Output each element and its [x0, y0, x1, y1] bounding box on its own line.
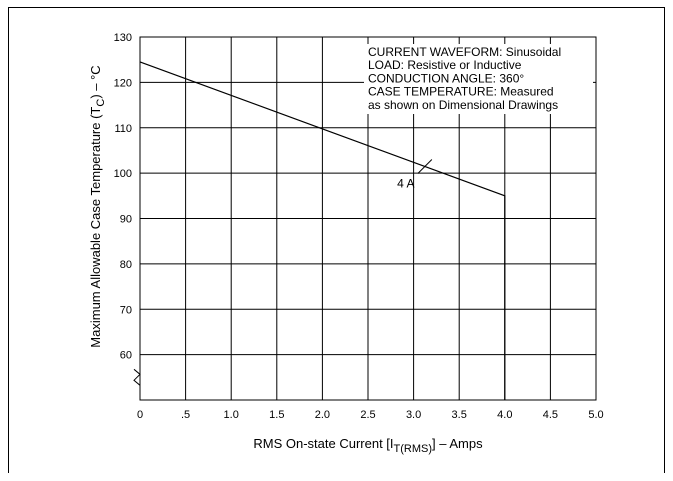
y-tick-label-2: 80 — [120, 259, 132, 271]
y-axis-label-subscript: C — [95, 99, 107, 107]
plot-border — [139, 36, 597, 401]
series: 4 A — [139, 61, 506, 400]
x-tick-label-10: 5.0 — [588, 409, 603, 421]
y-tick-label-0: 60 — [120, 350, 132, 362]
x-tick-label-0: 0 — [137, 409, 143, 421]
x-axis-label-subscript: T(RMS) — [394, 443, 433, 455]
x-axis-label-tail: ] – Amps — [432, 436, 483, 451]
y-axis-label-tail: ) – °C — [88, 65, 103, 98]
x-axis-label: RMS On-state Current [IT(RMS)] – Amps — [253, 436, 483, 455]
axis-break — [133, 368, 141, 386]
x-tick-label-1: .5 — [181, 409, 190, 421]
annotation-line-4: CASE TEMPERATURE: Measured — [368, 85, 554, 99]
y-tick-label-6: 120 — [114, 77, 132, 89]
x-tick-label-6: 3.0 — [406, 409, 421, 421]
series-label-pointer-0 — [417, 159, 433, 174]
y-tick-label-7: 130 — [114, 32, 132, 44]
series-line-0 — [139, 61, 506, 400]
annotation-line-5: as shown on Dimensional Drawings — [368, 98, 558, 112]
y-tick-label-5: 110 — [114, 123, 132, 135]
x-tick-label-8: 4.0 — [497, 409, 512, 421]
x-tick-label-4: 2.0 — [315, 409, 330, 421]
x-axis-label-main: RMS On-state Current [I — [253, 436, 393, 451]
y-axis-label-main: Maximum Allowable Case Temperature (T — [88, 107, 103, 348]
x-tick-label-7: 3.5 — [452, 409, 467, 421]
annotation-background — [364, 44, 593, 114]
series-label-0: 4 A — [397, 177, 414, 191]
figure-frame — [8, 7, 665, 473]
x-tick-label-2: 1.0 — [224, 409, 239, 421]
x-tick-label-3: 1.5 — [269, 409, 284, 421]
annotation-block: CURRENT WAVEFORM: Sinusoidal LOAD: Resis… — [368, 45, 561, 112]
annotation-line-1: CURRENT WAVEFORM: Sinusoidal — [368, 45, 561, 59]
y-tick-label-1: 70 — [120, 304, 132, 316]
annotation-line-2: LOAD: Resistive or Inductive — [368, 58, 522, 72]
y-tick-label-4: 100 — [114, 168, 132, 180]
annotation-line-3: CONDUCTION ANGLE: 360° — [368, 71, 524, 85]
y-tick-labels: 60 70 80 90 100 110 120 130 — [114, 32, 132, 362]
x-tick-label-9: 4.5 — [543, 409, 558, 421]
x-tick-label-5: 2.5 — [360, 409, 375, 421]
x-tick-labels: 0 .5 1.0 1.5 2.0 2.5 3.0 3.5 4.0 4.5 5.0 — [137, 409, 604, 421]
y-axis-label: Maximum Allowable Case Temperature (TC) … — [88, 65, 107, 347]
y-tick-label-3: 90 — [120, 214, 132, 226]
